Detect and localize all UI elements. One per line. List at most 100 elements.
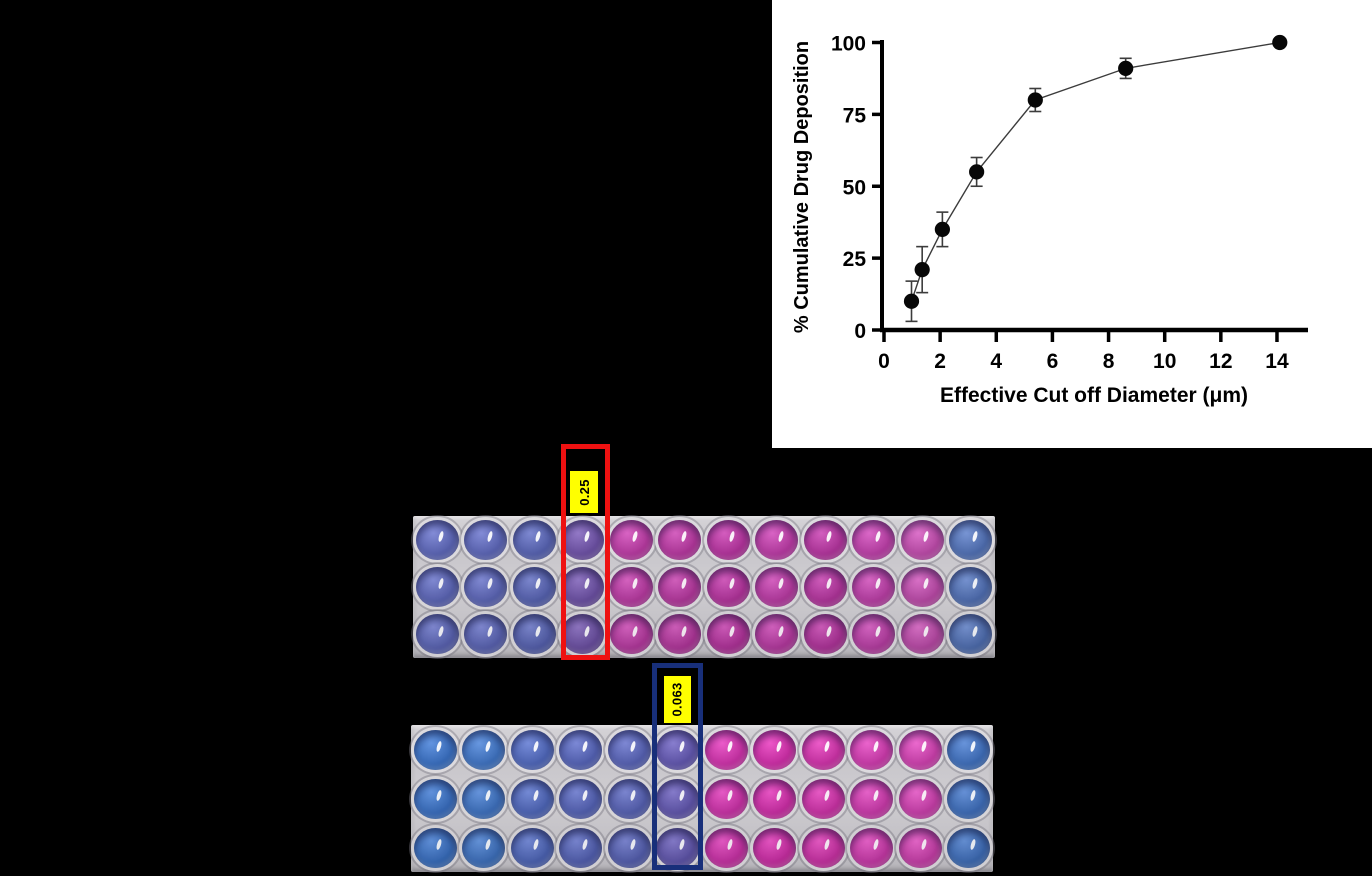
well [656,778,700,819]
well [900,614,944,655]
well [609,567,653,607]
well [561,567,605,607]
data-point [934,221,950,237]
well [510,827,554,868]
x-tick-label: 6 [1047,350,1059,373]
well [850,729,894,770]
x-tick-label: 2 [934,350,946,373]
x-tick-label: 12 [1209,350,1232,373]
well [801,827,845,868]
well [413,778,457,819]
well [947,778,991,819]
well [658,614,702,655]
well [413,827,457,868]
well [852,519,896,560]
y-tick-label: 100 [831,33,866,56]
well [607,729,651,770]
well [462,778,506,819]
well [898,729,942,770]
well [656,827,700,868]
well [850,827,894,868]
well [803,614,847,655]
y-axis-title: % Cumulative Drug Deposition [791,41,813,333]
cumulative-deposition-chart: 0 25 50 75 100 0 2 4 6 8 10 12 14 % Cumulative Drug D… [772,0,1372,448]
highlight-box-red-column [561,444,610,660]
x-axis-title: Effective Cut off Diameter (μm) [940,384,1248,407]
y-tick-label: 25 [843,248,867,271]
well [607,778,651,819]
data-point [1027,92,1043,108]
well [609,519,653,560]
well [559,827,603,868]
highlight-box-navy-column [652,663,703,870]
well [415,614,459,655]
deposition-chart-svg: 0 25 50 75 100 0 2 4 6 8 10 12 14 % Cumulative Drug D… [791,33,1308,407]
data-point [969,164,985,180]
cutoff-label-bottom-text: 0.063 [670,682,686,717]
well [413,729,457,770]
well [949,614,993,655]
well [510,778,554,819]
well [706,567,750,607]
cutoff-label-top: 0.25 [570,471,598,513]
series-line [910,41,1280,302]
x-tick-label: 8 [1103,350,1115,373]
x-tick-label: 0 [878,350,890,373]
well [900,567,944,607]
well [801,778,845,819]
well [561,519,605,560]
well [510,729,554,770]
well [898,778,942,819]
y-tick-label: 0 [854,320,866,343]
y-tick-label: 50 [843,176,866,199]
data-point [1118,60,1134,76]
well [464,519,508,560]
well [947,729,991,770]
well [900,519,944,560]
x-tick-label: 4 [990,350,1002,373]
well [801,729,845,770]
well [755,519,799,560]
well [658,519,702,560]
well [753,778,797,819]
well [949,519,993,560]
well [607,827,651,868]
well [755,614,799,655]
well [464,567,508,607]
well [898,827,942,868]
well [415,567,459,607]
well [462,729,506,770]
well [512,567,556,607]
well [658,567,702,607]
data-point [903,293,920,309]
well [704,729,748,770]
well [852,614,896,655]
well [803,519,847,560]
well [706,614,750,655]
well [852,567,896,607]
well [561,614,605,655]
x-tick-label: 10 [1153,350,1176,373]
well [462,827,506,868]
well [609,614,653,655]
well [512,614,556,655]
well [512,519,556,560]
well [755,567,799,607]
microplate-photo-bottom [411,725,993,872]
data-point [914,262,930,278]
well [464,614,508,655]
well [753,729,797,770]
cutoff-label-bottom: 0.063 [664,676,691,723]
well [947,827,991,868]
well [559,778,603,819]
data-point [1272,34,1288,51]
x-tick-label: 14 [1265,350,1289,373]
well [559,729,603,770]
well [415,519,459,560]
well [803,567,847,607]
well [656,729,700,770]
cutoff-label-top-text: 0.25 [576,478,592,506]
well [850,778,894,819]
microplate-photo-top [413,516,995,658]
